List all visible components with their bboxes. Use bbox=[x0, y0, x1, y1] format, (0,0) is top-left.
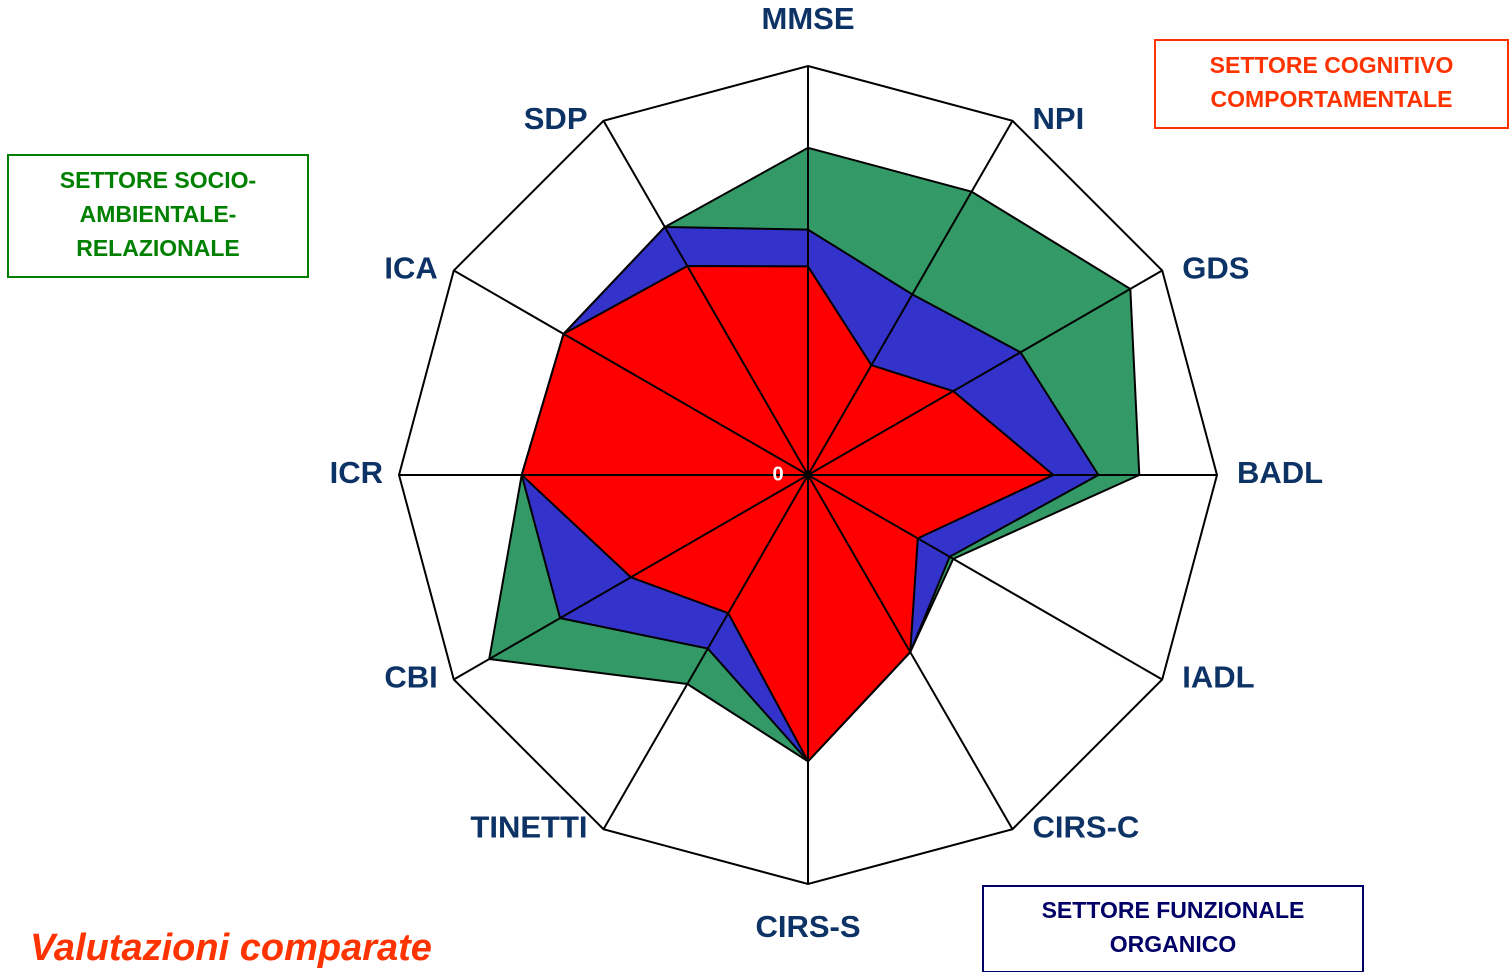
axis-label: SDP bbox=[524, 101, 588, 136]
axis-label: CIRS-S bbox=[755, 909, 860, 944]
annotation-box bbox=[982, 885, 1364, 972]
axis-line bbox=[807, 474, 1014, 830]
annotation-text: COMPORTAMENTALE bbox=[1211, 86, 1453, 112]
axis-line bbox=[807, 120, 1014, 476]
annotation-box bbox=[1154, 39, 1509, 129]
annotation-text: SETTORE SOCIO- bbox=[60, 167, 256, 193]
annotation-text: ORGANICO bbox=[1110, 931, 1237, 957]
axis-line bbox=[602, 120, 809, 476]
axis-line bbox=[807, 269, 1163, 476]
annotation-text: SETTORE COGNITIVO bbox=[1210, 52, 1454, 78]
annotation-text: AMBIENTALE- bbox=[80, 201, 237, 227]
axis-label: IADL bbox=[1182, 660, 1254, 695]
annotation-text: SETTORE FUNZIONALE bbox=[1042, 897, 1305, 923]
axis-label: TINETTI bbox=[470, 809, 587, 844]
axis-label: MMSE bbox=[762, 1, 855, 36]
axis-label: GDS bbox=[1182, 251, 1249, 286]
axis-line bbox=[453, 269, 809, 476]
chart-title: Valutazioni comparate bbox=[30, 927, 432, 969]
axis-label: ICA bbox=[384, 251, 437, 286]
axis-label: CIRS-C bbox=[1033, 809, 1140, 844]
axis-label: ICR bbox=[330, 455, 383, 490]
axis-label: CBI bbox=[384, 660, 437, 695]
axis-line bbox=[453, 474, 809, 681]
axis-line bbox=[602, 474, 809, 830]
r-tick-label: 0 bbox=[772, 463, 783, 485]
axis-line bbox=[807, 474, 1163, 681]
annotation-text: RELAZIONALE bbox=[76, 235, 240, 261]
annotation-box bbox=[7, 154, 309, 278]
axis-label: NPI bbox=[1033, 101, 1085, 136]
axis-label: BADL bbox=[1237, 455, 1323, 490]
